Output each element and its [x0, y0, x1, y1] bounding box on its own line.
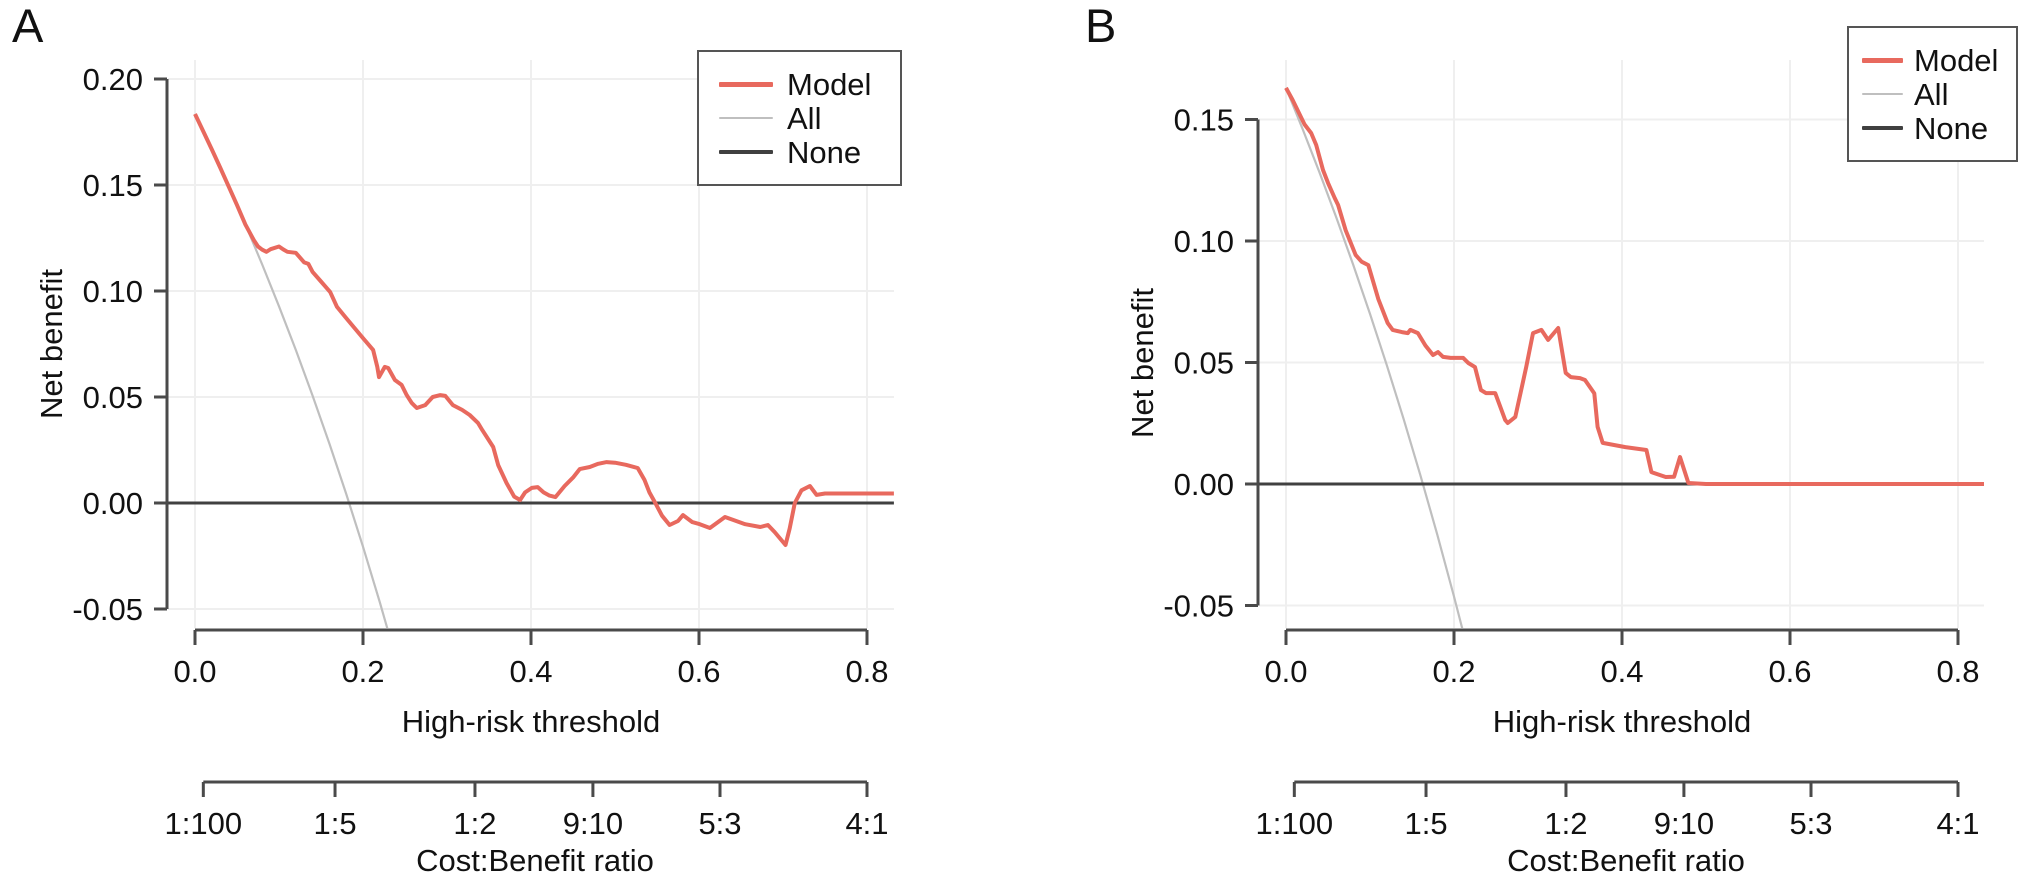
all-line-swatch — [1862, 92, 1903, 96]
legend-label-all: All — [787, 100, 822, 136]
cost-benefit-tick-label: 1:100 — [165, 806, 243, 841]
cost-benefit-axis: 1:100 1:5 1:2 9:10 5:3 4:1 — [1256, 780, 1980, 841]
x-tick-label: 0.2 — [1432, 654, 1475, 689]
y-tick-label: 0.15 — [1174, 103, 1234, 138]
legend-item-all: All — [719, 101, 900, 135]
x-axis: 0.0 0.2 0.4 0.6 0.8 — [173, 628, 889, 689]
panel-a-cost-benefit-axis-title: Cost:Benefit ratio — [416, 843, 654, 878]
cost-benefit-tick-label: 5:3 — [698, 806, 741, 841]
panel-b-legend: Model All None — [1847, 26, 2018, 162]
cost-benefit-tick-label: 1:100 — [1256, 806, 1334, 841]
model-line — [1284, 86, 1984, 486]
legend-item-model: Model — [1862, 43, 2016, 77]
panel-a-legend: Model All None — [697, 50, 902, 186]
cost-benefit-tick-label: 1:5 — [1404, 806, 1447, 841]
model-line-swatch — [719, 81, 773, 87]
all-line — [1284, 87, 1464, 628]
cost-benefit-tick-label: 1:2 — [453, 806, 496, 841]
cost-benefit-tick-label: 1:2 — [1544, 806, 1587, 841]
y-tick-label: 0.20 — [83, 62, 143, 97]
panel-b-x-axis-title: High-risk threshold — [1492, 704, 1752, 739]
cost-benefit-tick-label: 4:1 — [1936, 806, 1979, 841]
legend-item-model: Model — [719, 67, 900, 101]
x-tick-label: 0.0 — [173, 654, 216, 689]
x-tick-label: 0.6 — [1768, 654, 1811, 689]
x-tick-label: 0.4 — [1600, 654, 1643, 689]
y-tick-label: 0.10 — [83, 274, 143, 309]
cost-benefit-axis: 1:100 1:5 1:2 9:10 5:3 4:1 — [165, 780, 889, 841]
legend-label-none: None — [787, 134, 862, 170]
y-tick-label: 0.00 — [1174, 467, 1234, 502]
legend-label-none: None — [1914, 110, 1989, 146]
y-tick-label: 0.10 — [1174, 224, 1234, 259]
panel-a-letter: A — [12, 0, 44, 52]
legend-item-all: All — [1862, 77, 2016, 111]
model-line-swatch — [1862, 57, 1903, 63]
y-tick-label: 0.00 — [83, 486, 143, 521]
x-axis: 0.0 0.2 0.4 0.6 0.8 — [1264, 628, 1980, 689]
x-tick-label: 0.4 — [509, 654, 552, 689]
y-tick-label: -0.05 — [72, 592, 143, 627]
panel-b-plot: 0.15 0.10 0.05 0.00 -0.05 0.0 0.2 0.4 0.6 0.8 1:10… — [1163, 60, 1984, 841]
model-line — [193, 113, 894, 547]
legend-label-model: Model — [1914, 42, 1999, 78]
legend-label-all: All — [1914, 76, 1949, 112]
y-tick-label: -0.05 — [1163, 589, 1234, 624]
panel-a-y-axis-title: Net benefit — [34, 269, 69, 419]
panel-a-x-axis-title: High-risk threshold — [401, 704, 661, 739]
panel-b-letter: B — [1085, 0, 1117, 52]
panel-a-plot: 0.20 0.15 0.10 0.05 0.00 -0.05 0.0 0.2 0.4 0.6 0.8… — [72, 60, 894, 841]
y-tick-label: 0.05 — [1174, 346, 1234, 381]
cost-benefit-tick-label: 9:10 — [1654, 806, 1714, 841]
all-line-swatch — [719, 116, 773, 120]
x-tick-label: 0.8 — [845, 654, 888, 689]
cost-benefit-tick-label: 9:10 — [563, 806, 623, 841]
panel-b-cost-benefit-axis-title: Cost:Benefit ratio — [1507, 843, 1745, 878]
legend-item-none: None — [1862, 111, 2016, 145]
x-tick-label: 0.2 — [341, 654, 384, 689]
cost-benefit-tick-label: 1:5 — [313, 806, 356, 841]
y-tick-label: 0.05 — [83, 380, 143, 415]
y-axis: 0.20 0.15 0.10 0.05 0.00 -0.05 — [72, 62, 169, 627]
y-tick-label: 0.15 — [83, 168, 143, 203]
panel-b-y-axis-title: Net benefit — [1125, 288, 1160, 438]
cost-benefit-tick-label: 4:1 — [845, 806, 888, 841]
y-axis: 0.15 0.10 0.05 0.00 -0.05 — [1163, 103, 1260, 624]
cost-benefit-tick-label: 5:3 — [1789, 806, 1832, 841]
all-line — [194, 113, 389, 628]
legend-label-model: Model — [787, 66, 872, 102]
none-line-swatch — [1862, 126, 1903, 130]
none-line-swatch — [719, 150, 773, 154]
legend-item-none: None — [719, 135, 900, 169]
x-tick-label: 0.0 — [1264, 654, 1307, 689]
x-tick-label: 0.8 — [1936, 654, 1979, 689]
x-tick-label: 0.6 — [677, 654, 720, 689]
